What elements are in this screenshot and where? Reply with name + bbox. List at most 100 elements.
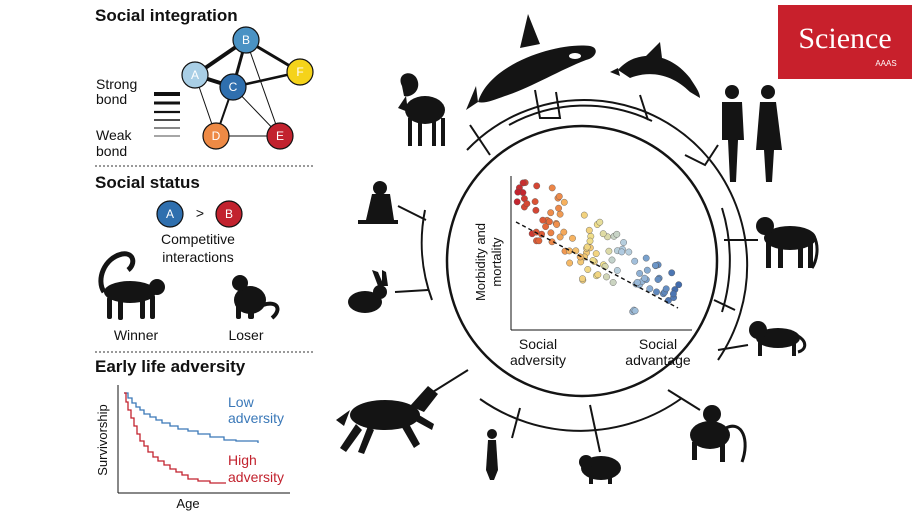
winner-monkey-icon [98, 251, 165, 320]
scatter-point [531, 198, 539, 206]
scatter-point [625, 248, 633, 256]
dolphin-icon [610, 42, 700, 98]
node-f-label: F [296, 65, 303, 79]
central-scatter: Morbidity and mortality Social adversity… [473, 176, 692, 368]
science-logo: Science AAAS [778, 5, 912, 79]
scatter-point [542, 223, 549, 231]
early-life-adversity-panel: Early life adversity Survivorship Age Lo… [95, 357, 290, 511]
status-node-a [156, 200, 184, 228]
node-b-label: B [242, 33, 250, 47]
baboon-icon [756, 217, 819, 269]
scatter-point [584, 266, 592, 273]
survivorship-axis-label: Survivorship [95, 404, 110, 476]
greater-than-sign: > [196, 205, 204, 221]
scatter-point [675, 281, 683, 289]
scatter-point [560, 198, 568, 206]
scatter-point [631, 257, 639, 265]
scatter-point [583, 243, 591, 251]
scatter-point [532, 206, 540, 214]
status-node-b [215, 200, 243, 228]
scatter-point [547, 209, 555, 217]
scatter-point [539, 216, 547, 224]
meerkat-icon [486, 429, 498, 480]
high-adversity-curve [124, 392, 226, 484]
early-life-adversity-title: Early life adversity [95, 357, 246, 376]
network-node-c: C [219, 73, 247, 101]
network-node-d: D [202, 122, 230, 150]
scatter-point [643, 266, 651, 274]
strong-bond-label-1: Strong [96, 76, 137, 92]
rabbit-icon [348, 270, 388, 313]
scatter-point [654, 276, 662, 283]
social-advantage-label-2: advantage [625, 352, 691, 368]
scatter-point [609, 279, 617, 286]
branch-arc-primates [709, 159, 749, 361]
scatter-point [594, 271, 602, 279]
social-status-panel: Social status A > B Competitive interact… [95, 173, 280, 343]
branch-arc-cetacean [508, 104, 653, 126]
node-c-label: C [229, 80, 238, 94]
scatter-point [566, 259, 573, 267]
horse-icon [336, 386, 438, 454]
low-adversity-label-2: adversity [228, 410, 284, 426]
branch-arc-top [466, 98, 711, 161]
ram-icon [398, 73, 445, 146]
scatter-point [633, 278, 641, 286]
scatter-point [579, 275, 586, 283]
aaas-wordmark: AAAS [875, 59, 896, 68]
age-axis-label: Age [176, 496, 199, 511]
scatter-point [613, 267, 621, 274]
scatter-point [560, 228, 568, 236]
scatter-point [605, 247, 613, 255]
scatter-ylabel-2: mortality [489, 237, 504, 287]
social-adversity-label-1: Social [519, 336, 557, 352]
orca-icon [466, 14, 596, 110]
strong-bond-label-2: bond [96, 91, 127, 107]
scatter-point [670, 290, 677, 298]
high-adversity-label-2: adversity [228, 469, 284, 485]
scatter-point [596, 218, 604, 226]
inner-ring [445, 124, 719, 398]
network-node-e: E [266, 122, 294, 150]
social-advantage-label-1: Social [639, 336, 677, 352]
competitive-label: Competitive [161, 231, 235, 247]
scatter-ylabel-1: Morbidity and [473, 223, 488, 301]
social-status-title: Social status [95, 173, 200, 192]
scatter-point [556, 233, 564, 241]
network-node-a: A [181, 61, 209, 89]
science-logo-wordmark: Science [798, 22, 891, 55]
node-d-label: D [212, 129, 221, 143]
scatter-point [620, 239, 627, 246]
macaque-icon [690, 405, 747, 463]
network-edges [193, 38, 301, 137]
marmot-icon [358, 181, 398, 224]
scatter-points [513, 179, 683, 316]
node-e-label: E [276, 129, 284, 143]
scatter-point [580, 211, 588, 219]
high-adversity-label-1: High [228, 452, 257, 468]
scatter-point [555, 204, 562, 212]
scatter-point [662, 285, 670, 293]
scatter-point [592, 250, 600, 258]
scatter-point [631, 307, 639, 315]
loser-monkey-icon [232, 275, 280, 320]
status-node-b-label: B [225, 207, 233, 221]
scatter-point [636, 269, 643, 277]
bond-strength-legend [154, 92, 180, 137]
scatter-point [653, 288, 660, 296]
winner-label: Winner [114, 327, 159, 343]
network-node-b: B [232, 26, 260, 54]
low-adversity-label-1: Low [228, 394, 255, 410]
status-node-a-label: A [166, 207, 174, 221]
scatter-point [668, 269, 676, 277]
scatter-point [642, 254, 650, 262]
branch-arc-bottom [479, 397, 683, 432]
social-adversity-label-2: adversity [510, 352, 566, 368]
scatter-point [586, 237, 594, 245]
scatter-point [603, 273, 610, 281]
scatter-point [569, 234, 576, 242]
scatter-point [646, 285, 654, 293]
capuchin-icon [749, 321, 807, 356]
node-a-label: A [191, 68, 199, 82]
social-integration-title: Social integration [95, 6, 238, 25]
